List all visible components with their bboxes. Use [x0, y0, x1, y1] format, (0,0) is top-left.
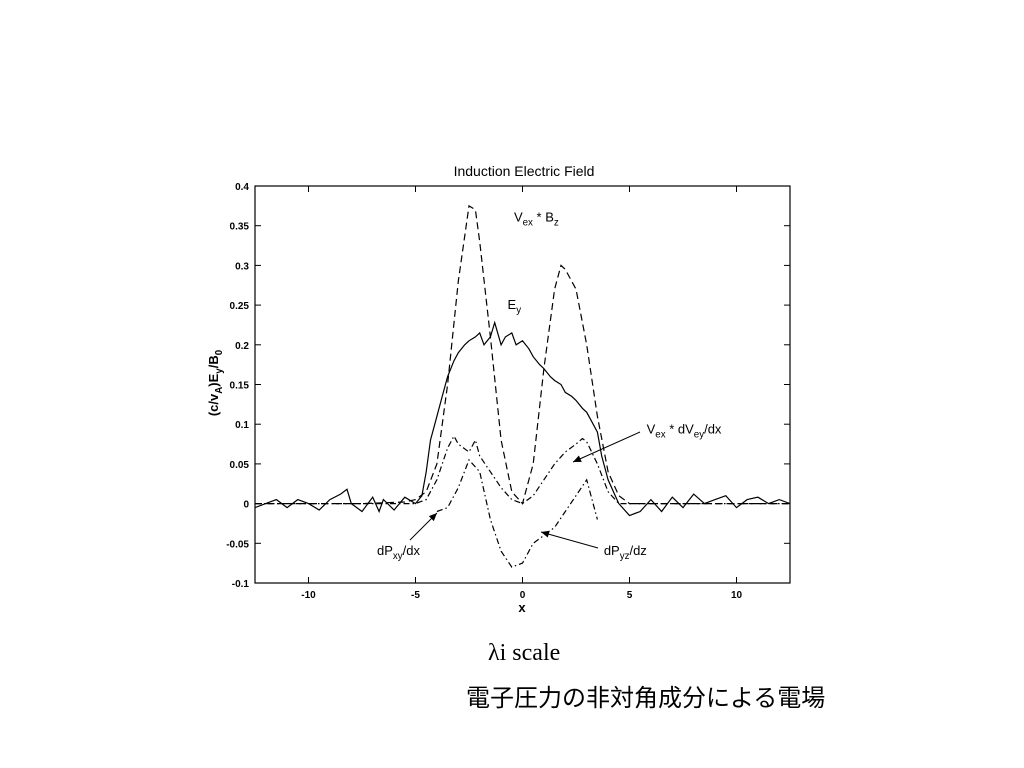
y-tick-label: 0.35	[230, 222, 250, 233]
series-line-0	[255, 320, 790, 517]
annotation-label: Ey​	[508, 297, 522, 316]
axes: -10 -5 0 5 10 -0.1 -0.05 0 0.05 0.1 0.15 0.2 0.25 0.3…	[226, 182, 791, 601]
chart-title: Induction Electric Field	[454, 163, 595, 179]
annotation-label: dPyz​/dz	[604, 543, 647, 562]
y-tick-label: -0.1	[232, 579, 250, 590]
plot-frame	[254, 185, 791, 584]
series-line-3	[436, 458, 598, 568]
annotation-arrow	[572, 431, 641, 463]
annotation-arrow	[540, 531, 599, 549]
chart: Induction Electric Field Vex​ * Bz​Ey​Ve…	[206, 163, 791, 615]
y-axis-label-text: (c/vA​)Ey​/B0​	[206, 349, 225, 416]
japanese-caption: 電子圧力の非対角成分による電場	[466, 684, 826, 712]
y-tick-label: 0	[243, 500, 249, 511]
x-tick-label: 5	[627, 590, 633, 601]
series-line-2	[255, 434, 790, 505]
annotation-label: Vex​ * dVey​/dx	[647, 422, 722, 441]
y-tick-label: 0.15	[230, 381, 250, 392]
x-tick-label: -5	[411, 590, 420, 601]
y-tick-label: 0.3	[235, 261, 249, 272]
y-tick-label: 0.25	[230, 301, 250, 312]
plot-area	[255, 204, 790, 568]
y-tick-label: 0.1	[235, 420, 249, 431]
arrow-head	[573, 455, 582, 462]
y-tick-label: 0.4	[235, 182, 249, 193]
arrow-head	[428, 513, 437, 522]
scale-caption: λi scale	[488, 640, 561, 666]
annotation-label: Vex​ * Bz​	[514, 210, 559, 229]
series-line-1	[255, 204, 790, 505]
x-tick-label: 0	[520, 590, 526, 601]
y-tick-label: 0.05	[230, 460, 250, 471]
y-tick-label: -0.05	[226, 539, 249, 550]
y-axis-label: (c/vA​)Ey​/B0​	[206, 349, 225, 416]
x-tick-label: -10	[301, 590, 316, 601]
annotation-layer: Vex​ * Bz​ Ey​ Vex​ * dVey​/dx dPxy​/dx dPyz…	[377, 210, 722, 562]
x-tick-label: 10	[731, 590, 743, 601]
y-tick-label: 0.2	[235, 341, 249, 352]
annotation-label: dPxy​/dx	[377, 543, 420, 562]
x-axis-label: x	[518, 600, 526, 615]
